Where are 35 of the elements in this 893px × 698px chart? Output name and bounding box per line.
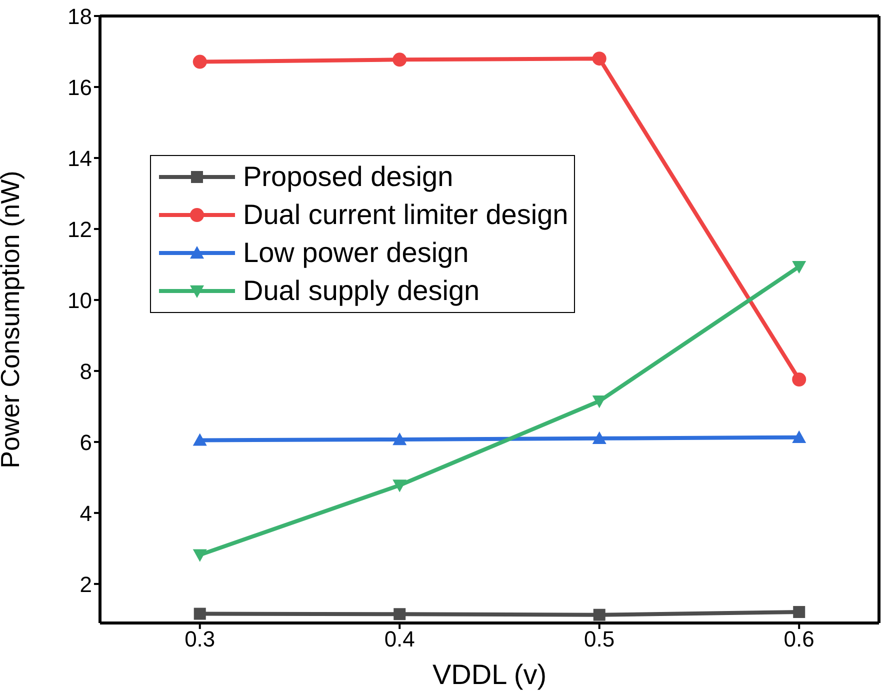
point bbox=[792, 261, 806, 274]
legend-label: Dual supply design bbox=[243, 275, 480, 307]
x-tick-label: 0.3 bbox=[184, 626, 216, 652]
point bbox=[194, 608, 206, 620]
point bbox=[792, 372, 806, 386]
x-tick-label: 0.4 bbox=[384, 626, 415, 652]
point bbox=[592, 431, 606, 444]
y-tick-label: 2 bbox=[80, 572, 92, 597]
y-axis-title: Power Consumption (nW) bbox=[0, 170, 26, 468]
x-tick-label: 0.6 bbox=[784, 626, 814, 652]
legend-label: Low power design bbox=[243, 237, 469, 269]
point bbox=[793, 606, 806, 618]
point bbox=[392, 480, 407, 492]
x-tick-label: 0.5 bbox=[584, 626, 615, 652]
point bbox=[593, 608, 606, 621]
legend-label: Proposed design bbox=[243, 161, 454, 193]
y-tick-label: 12 bbox=[68, 216, 92, 242]
point bbox=[792, 430, 806, 443]
y-tick-label: 10 bbox=[68, 288, 92, 313]
y-tick-label: 6 bbox=[80, 430, 92, 455]
point bbox=[192, 433, 207, 446]
point bbox=[394, 608, 406, 620]
point bbox=[192, 54, 207, 69]
point bbox=[392, 432, 407, 446]
y-tick-label: 18 bbox=[68, 4, 92, 29]
point bbox=[392, 52, 407, 67]
x-axis-title: VDDL (v) bbox=[432, 659, 547, 690]
point bbox=[592, 396, 606, 408]
legend-label: Dual current limiter design bbox=[243, 199, 568, 231]
y-tick-label: 16 bbox=[68, 74, 92, 100]
point bbox=[192, 549, 207, 562]
y-tick-label: 4 bbox=[80, 500, 92, 526]
y-tick-label: 14 bbox=[68, 146, 92, 171]
y-tick-label: 8 bbox=[80, 358, 92, 384]
point bbox=[592, 52, 606, 66]
